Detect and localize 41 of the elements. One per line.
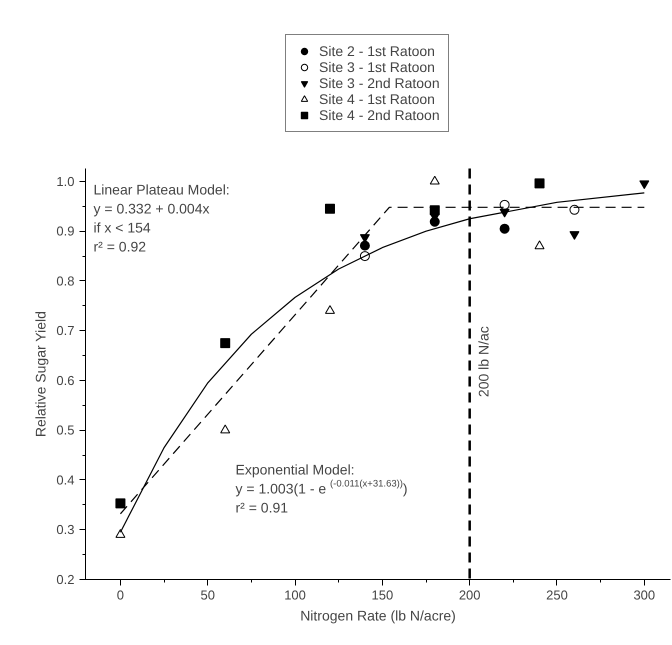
x-tick-label: 150 [372, 588, 394, 602]
y-axis-title: Relative Sugar Yield [32, 311, 48, 438]
annotation: Exponential Model: [236, 462, 355, 478]
x-tick-label: 0 [116, 588, 124, 602]
x-tick-label: 300 [633, 588, 656, 602]
y-tick-label: 0.2 [56, 572, 75, 587]
annotation: if x < 154 [94, 220, 151, 236]
annotation: Linear Plateau Model: [94, 182, 230, 198]
point [534, 178, 545, 188]
y-tick-label: 0.3 [56, 522, 75, 538]
legend-label: Site 4 - 2nd Ratoon [319, 107, 440, 123]
point [324, 204, 335, 214]
point [500, 224, 510, 234]
y-tick-label: 0.4 [56, 472, 75, 488]
legend-label: Site 3 - 2nd Ratoon [319, 75, 440, 91]
x-tick-label: 200 [458, 588, 481, 602]
point [639, 180, 650, 190]
y-tick-label: 0.7 [56, 323, 75, 338]
point [324, 305, 335, 314]
point [220, 338, 230, 348]
legend-label: Site 4 - 1st Ratoon [319, 91, 435, 107]
annotation: y = 0.332 + 0.004x [94, 200, 210, 216]
point [360, 240, 370, 251]
ref-line-label: 200 lb N/ac [476, 326, 492, 398]
y-tick-label: 0.6 [56, 372, 75, 388]
y-tick-label: 0.5 [56, 422, 75, 438]
x-tick-label: 50 [200, 588, 215, 602]
point [569, 231, 580, 240]
point [220, 424, 230, 434]
x-tick-label: 250 [546, 588, 568, 602]
y-tick-label: 0.9 [56, 224, 75, 239]
point [115, 498, 126, 508]
legend-label: Site 3 - 1st Ratoon [319, 59, 435, 75]
point [115, 529, 126, 538]
y-tick-label: 0.8 [56, 273, 75, 288]
y-tick-label: 1.0 [56, 174, 75, 189]
x-axis-title: Nitrogen Rate (lb N/acre) [300, 608, 456, 624]
legend-label: Site 2 - 1st Ratoon [319, 43, 435, 59]
annotation: r² = 0.92 [94, 238, 146, 254]
annotation: r² = 0.91 [236, 500, 288, 516]
x-tick-label: 100 [284, 588, 306, 602]
